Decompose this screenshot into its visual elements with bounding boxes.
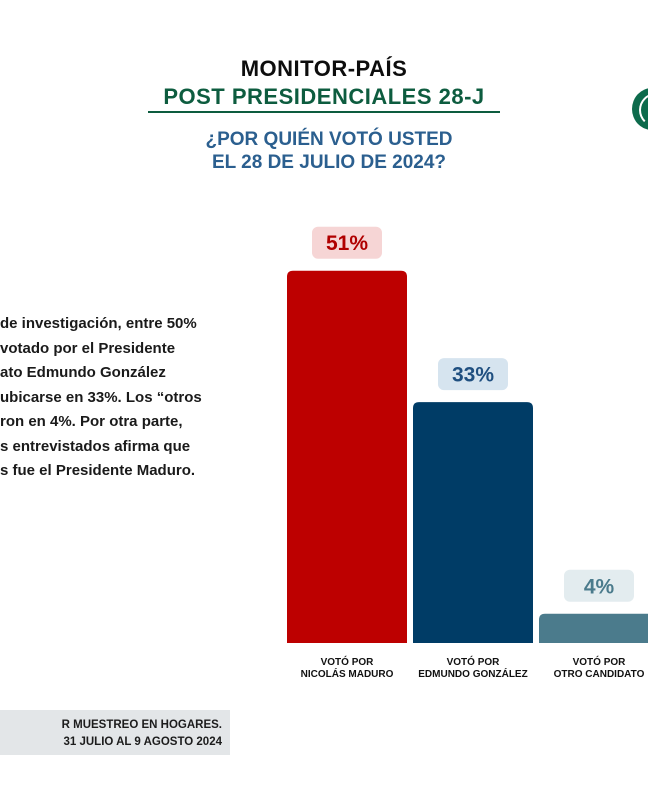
bar: [539, 613, 648, 643]
value-label-bg: [564, 569, 634, 602]
value-label-bg: [312, 226, 382, 259]
paragraph-line: de investigación, entre 50%: [0, 315, 197, 332]
methodology-line-2: 31 JULIO AL 9 AGOSTO 2024: [63, 736, 222, 748]
category-label: EDMUNDO GONZÁLEZ: [418, 667, 527, 680]
category-label: VOTÓ POR: [573, 655, 627, 668]
page-subtitle: POST PRESIDENCIALES 28-J: [163, 84, 485, 109]
paragraph-line: s entrevistados afirma que: [0, 437, 191, 455]
description-paragraph: de investigación, entre 50% votado por e…: [0, 312, 206, 484]
methodology-note: R MUESTREO EN HOGARES. 31 JULIO AL 9 AGO…: [0, 710, 230, 755]
paragraph-line: ato Edmundo González: [0, 364, 166, 381]
title-divider: [148, 111, 500, 113]
paragraph-line: ubicarse en 33%. Los “otros: [0, 388, 202, 406]
value-label: 51%: [326, 232, 368, 255]
category-label: OTRO CANDIDATO: [554, 669, 645, 680]
paragraph-line: s fue el Presidente Maduro.: [0, 462, 196, 479]
question-line-1: ¿POR QUIÉN VOTÓ USTED: [205, 129, 453, 150]
paragraph-line: ron en 4%. Por otra parte,: [0, 413, 183, 430]
category-label: VOTÓ POR: [321, 655, 375, 668]
bar: [287, 270, 407, 643]
survey-question: ¿POR QUIÉN VOTÓ USTED EL 28 DE JULIO DE …: [120, 128, 538, 174]
logo: [629, 88, 648, 130]
value-label: 4%: [584, 575, 615, 598]
question-line-2: EL 28 DE JULIO DE 2024?: [211, 152, 447, 173]
bar: [413, 402, 533, 643]
category-label: NICOLÁS MADURO: [301, 667, 394, 680]
category-label: VOTÓ POR: [447, 655, 501, 668]
value-label: 33%: [452, 364, 494, 387]
logo-circle-icon: [632, 88, 648, 130]
methodology-line-1: R MUESTREO EN HOGARES.: [61, 719, 222, 731]
paragraph-line: votado por el Presidente: [0, 339, 176, 357]
value-label-bg: [438, 358, 508, 391]
page-title: MONITOR-PAÍS: [240, 56, 408, 81]
